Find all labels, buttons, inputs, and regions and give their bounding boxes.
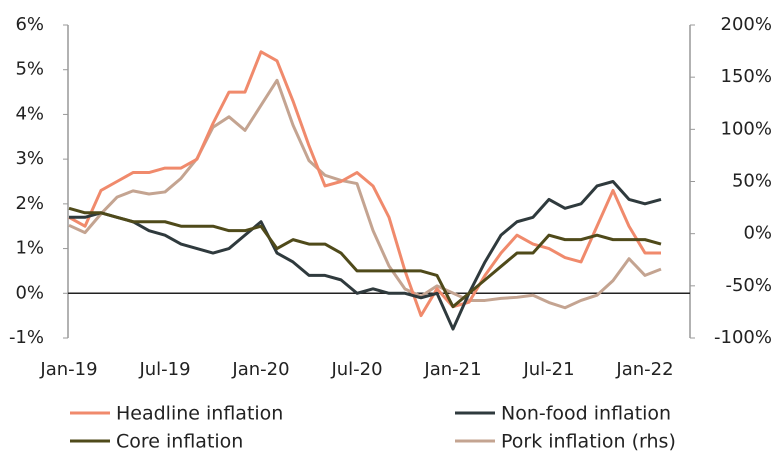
y2-tick-label: 100% bbox=[721, 118, 772, 139]
y-tick-label: 4% bbox=[15, 103, 44, 124]
y2-tick-label: 200% bbox=[721, 14, 772, 35]
y-tick-label: -1% bbox=[9, 327, 44, 348]
series-line bbox=[68, 78, 662, 310]
legend-label: Pork inflation (rhs) bbox=[501, 431, 676, 453]
x-tick-label: Jul-20 bbox=[330, 359, 382, 380]
y2-tick-label: 0% bbox=[743, 223, 772, 244]
x-tick-label: Jan-19 bbox=[39, 359, 97, 380]
x-tick-label: Jan-21 bbox=[423, 359, 481, 380]
legend-label: Non-food inflation bbox=[501, 403, 671, 425]
y-tick-label: 1% bbox=[15, 238, 44, 259]
y2-tick-label: -100% bbox=[714, 327, 772, 348]
series-line bbox=[68, 50, 661, 318]
y2-tick-label: 150% bbox=[721, 66, 772, 87]
legend: Headline inflation Non-food inflation Core… bbox=[70, 403, 676, 453]
series-line bbox=[68, 206, 662, 309]
x-tick-label: Jan-22 bbox=[615, 359, 673, 380]
series-line bbox=[69, 180, 662, 331]
y2-tick-label: 50% bbox=[732, 171, 772, 192]
y-tick-label: 0% bbox=[15, 282, 44, 303]
y-tick-label: 5% bbox=[15, 59, 44, 80]
x-tick-label: Jan-20 bbox=[231, 359, 289, 380]
y-tick-label: 6% bbox=[15, 14, 44, 35]
y-tick-label: 3% bbox=[15, 148, 44, 169]
x-tick-label: Jul-21 bbox=[522, 359, 574, 380]
x-tick-label: Jul-19 bbox=[138, 359, 190, 380]
y-tick-label: 2% bbox=[15, 193, 44, 214]
legend-label: Core inflation bbox=[116, 431, 243, 453]
y2-tick-label: -50% bbox=[725, 275, 772, 296]
legend-label: Headline inflation bbox=[116, 403, 283, 425]
